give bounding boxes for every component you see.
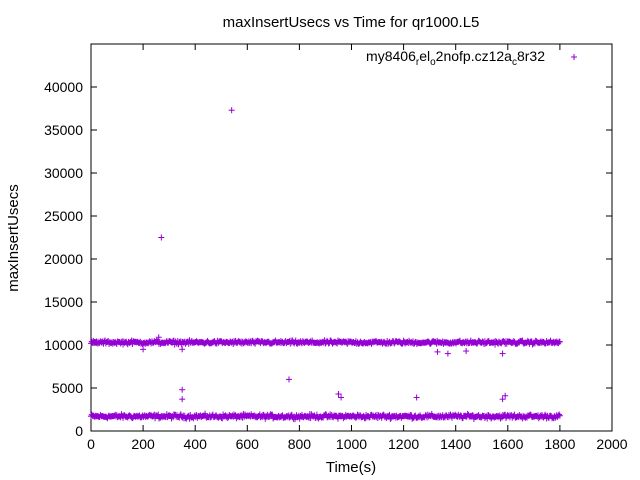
data-point-outlier (338, 394, 345, 401)
data-point (202, 410, 209, 417)
y-tick-label: 5000 (52, 380, 83, 396)
data-points (88, 107, 563, 423)
y-tick-label: 25000 (44, 208, 83, 224)
data-point-outlier (285, 376, 292, 383)
data-point (556, 338, 563, 345)
data-point-outlier (179, 396, 186, 403)
data-point (556, 412, 563, 419)
y-tick-label: 40000 (44, 79, 83, 95)
y-tick-label: 20000 (44, 251, 83, 267)
x-tick-label: 2000 (596, 436, 627, 452)
data-point (556, 411, 563, 418)
y-tick-label: 30000 (44, 165, 83, 181)
y-tick-label: 10000 (44, 337, 83, 353)
legend-entry-label: my8406relo2nofp.cz12ac8r32 (366, 48, 545, 68)
chart-title: maxInsertUsecs vs Time for qr1000.L5 (223, 14, 480, 31)
y-axis-label: maxInsertUsecs (5, 184, 22, 292)
x-tick-label: 0 (87, 436, 95, 452)
data-point-outlier (434, 348, 441, 355)
x-tick-label: 400 (184, 436, 208, 452)
x-tick-label: 800 (288, 436, 312, 452)
x-tick-label: 1000 (336, 436, 367, 452)
x-tick-label: 1800 (544, 436, 575, 452)
x-tick-label: 1200 (388, 436, 419, 452)
data-point-outlier (155, 334, 162, 341)
data-point-outlier (140, 346, 147, 353)
y-tick-label: 0 (75, 423, 83, 439)
data-point-outlier (499, 396, 506, 403)
data-point-outlier (444, 350, 451, 357)
y-tick-label: 15000 (44, 294, 83, 310)
legend-marker (571, 54, 577, 60)
x-tick-label: 200 (131, 436, 155, 452)
x-tick-label: 1400 (440, 436, 471, 452)
x-tick-label: 1600 (492, 436, 523, 452)
y-axis: 0 5000 10000 15000 20000 25000 30000 35000 40000 (44, 79, 612, 439)
legend: my8406relo2nofp.cz12ac8r32 (366, 48, 577, 68)
plot-area-frame (90, 43, 613, 432)
data-point-outlier (335, 391, 342, 398)
data-point-outlier (413, 394, 420, 401)
data-point-outlier (158, 234, 165, 241)
data-point-outlier (228, 107, 235, 114)
x-axis: 0 200 400 600 800 1000 1200 1400 1600 1800 2000 (87, 44, 628, 452)
legend-plus-marker (571, 54, 577, 60)
data-point-outlier (179, 386, 186, 393)
data-point-outlier (499, 350, 506, 357)
data-point-outlier (179, 346, 186, 353)
x-tick-label: 600 (236, 436, 260, 452)
x-axis-label: Time(s) (326, 459, 376, 476)
y-tick-label: 35000 (44, 122, 83, 138)
data-point-outlier (502, 392, 509, 399)
data-point-outlier (463, 348, 470, 355)
